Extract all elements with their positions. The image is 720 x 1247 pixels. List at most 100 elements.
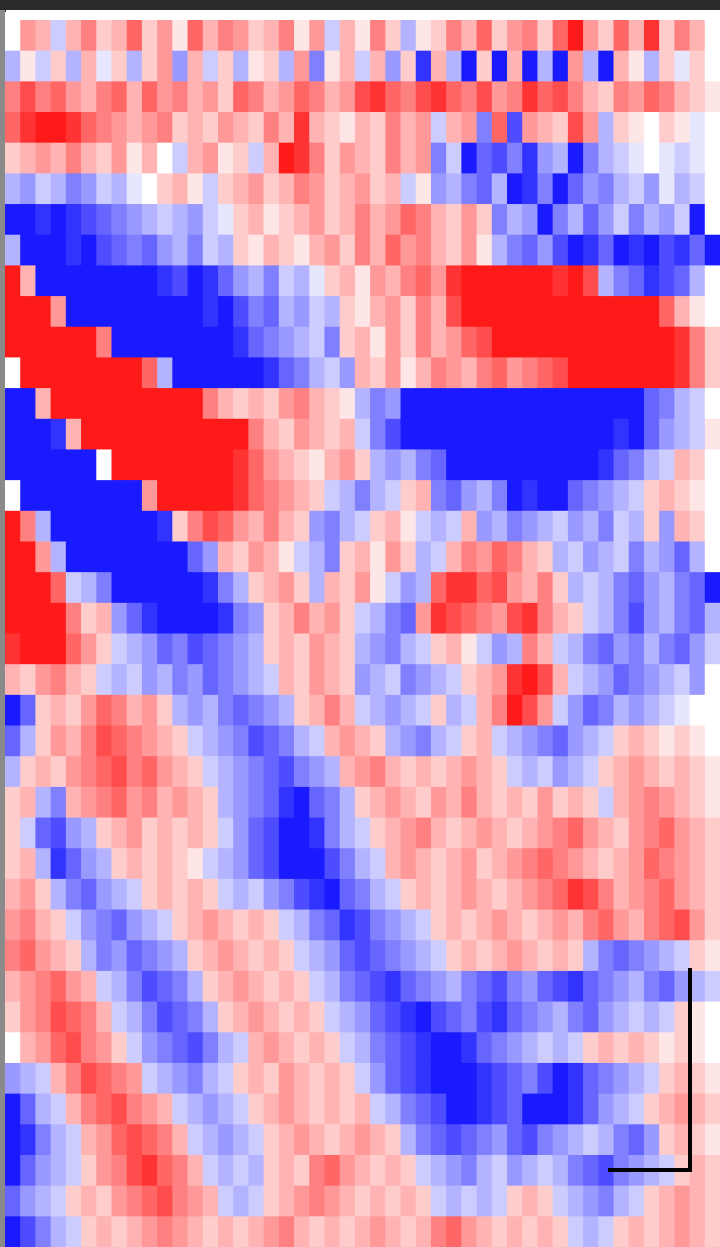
heatmap-cell — [507, 204, 523, 236]
heatmap-cell — [522, 1216, 539, 1247]
heatmap-cell — [507, 265, 523, 297]
heatmap-cell — [309, 449, 326, 481]
heatmap-cell — [20, 449, 37, 481]
heatmap-cell — [141, 633, 158, 665]
heatmap-cell — [415, 81, 432, 113]
heatmap-cell — [126, 940, 143, 972]
heatmap-cell — [65, 204, 82, 236]
heatmap-cell — [81, 480, 97, 512]
heatmap-cell — [294, 265, 310, 297]
heatmap-cell — [507, 326, 523, 359]
heatmap-cell — [157, 1216, 173, 1247]
heatmap-cell — [704, 1124, 720, 1156]
heatmap-cell — [35, 510, 52, 543]
heatmap-cell — [461, 694, 478, 727]
heatmap-cell — [263, 1032, 280, 1064]
heatmap-cell — [628, 664, 645, 696]
heatmap-cell — [643, 204, 660, 236]
heatmap-cell — [141, 1185, 158, 1217]
heatmap-cell — [278, 1001, 295, 1033]
heatmap-cell — [507, 848, 523, 880]
heatmap-cell — [339, 1216, 356, 1247]
heatmap-cell — [187, 1124, 204, 1156]
heatmap-cell — [461, 20, 478, 52]
heatmap-cell — [537, 541, 554, 573]
heatmap-cell — [491, 50, 508, 82]
heatmap-cell — [294, 326, 310, 359]
heatmap-cell — [5, 1062, 21, 1095]
heatmap-cell — [35, 20, 52, 52]
scale-bar — [608, 968, 692, 1172]
heatmap-cell — [583, 817, 599, 849]
heatmap-cell — [415, 357, 432, 389]
heatmap-cell — [476, 1185, 493, 1217]
heatmap-cell — [537, 20, 554, 52]
heatmap-cell — [598, 940, 615, 972]
heatmap-cell — [598, 602, 615, 635]
heatmap-cell — [50, 848, 67, 880]
heatmap-cell — [643, 510, 660, 543]
heatmap-cell — [20, 756, 37, 788]
heatmap-cell — [583, 265, 599, 297]
heatmap-cell — [202, 694, 219, 727]
heatmap-cell — [537, 970, 554, 1003]
heatmap-cell — [309, 725, 326, 757]
heatmap-cell — [628, 572, 645, 604]
heatmap-cell — [157, 50, 173, 82]
heatmap-cell — [263, 1093, 280, 1125]
heatmap-cell — [643, 756, 660, 788]
heatmap-cell — [613, 940, 630, 972]
heatmap-cell — [35, 50, 52, 82]
heatmap-cell — [278, 694, 295, 727]
heatmap-cell — [643, 940, 660, 972]
heatmap-cell — [583, 388, 599, 420]
heatmap-cell — [552, 1062, 569, 1095]
heatmap-cell — [187, 510, 204, 543]
heatmap-cell — [522, 1062, 539, 1095]
heatmap-cell — [96, 878, 113, 911]
heatmap-cell — [20, 848, 37, 880]
heatmap-cell — [5, 234, 21, 266]
heatmap-cell — [172, 418, 189, 451]
heatmap-cell — [141, 725, 158, 757]
heatmap-cell — [187, 1062, 204, 1095]
heatmap-cell — [522, 326, 539, 359]
heatmap-cell — [552, 388, 569, 420]
heatmap-cell — [430, 817, 447, 849]
heatmap-cell — [126, 1093, 143, 1125]
heatmap-cell — [704, 449, 720, 481]
heatmap-cell — [628, 786, 645, 819]
heatmap-cell — [552, 1001, 569, 1033]
heatmap-cell — [278, 633, 295, 665]
heatmap-cell — [172, 817, 189, 849]
heatmap-cell — [689, 480, 706, 512]
heatmap-cell — [202, 756, 219, 788]
heatmap-cell — [537, 1032, 554, 1064]
heatmap-cell — [659, 694, 675, 727]
heatmap-cell — [430, 572, 447, 604]
heatmap-cell — [643, 1062, 660, 1095]
heatmap-cell — [233, 449, 249, 481]
heatmap-cell — [476, 572, 493, 604]
heatmap-cell — [35, 541, 52, 573]
heatmap-cell — [278, 326, 295, 359]
heatmap-cell — [233, 1154, 249, 1187]
heatmap-cell — [294, 296, 310, 328]
heatmap-cell — [446, 940, 462, 972]
heatmap-cell — [704, 357, 720, 389]
heatmap-cell — [567, 541, 584, 573]
heatmap-cell — [217, 449, 234, 481]
heatmap-cell — [674, 326, 691, 359]
heatmap-cell — [263, 234, 280, 266]
heatmap-cell — [96, 541, 113, 573]
heatmap-cell — [446, 234, 462, 266]
heatmap-cell — [217, 541, 234, 573]
heatmap-cell — [704, 112, 720, 144]
heatmap-cell — [141, 510, 158, 543]
heatmap-cell — [278, 909, 295, 941]
heatmap-cell — [20, 694, 37, 727]
heatmap-cell — [567, 940, 584, 972]
heatmap-cell — [294, 357, 310, 389]
heatmap-cell — [233, 909, 249, 941]
heatmap-cell — [233, 204, 249, 236]
